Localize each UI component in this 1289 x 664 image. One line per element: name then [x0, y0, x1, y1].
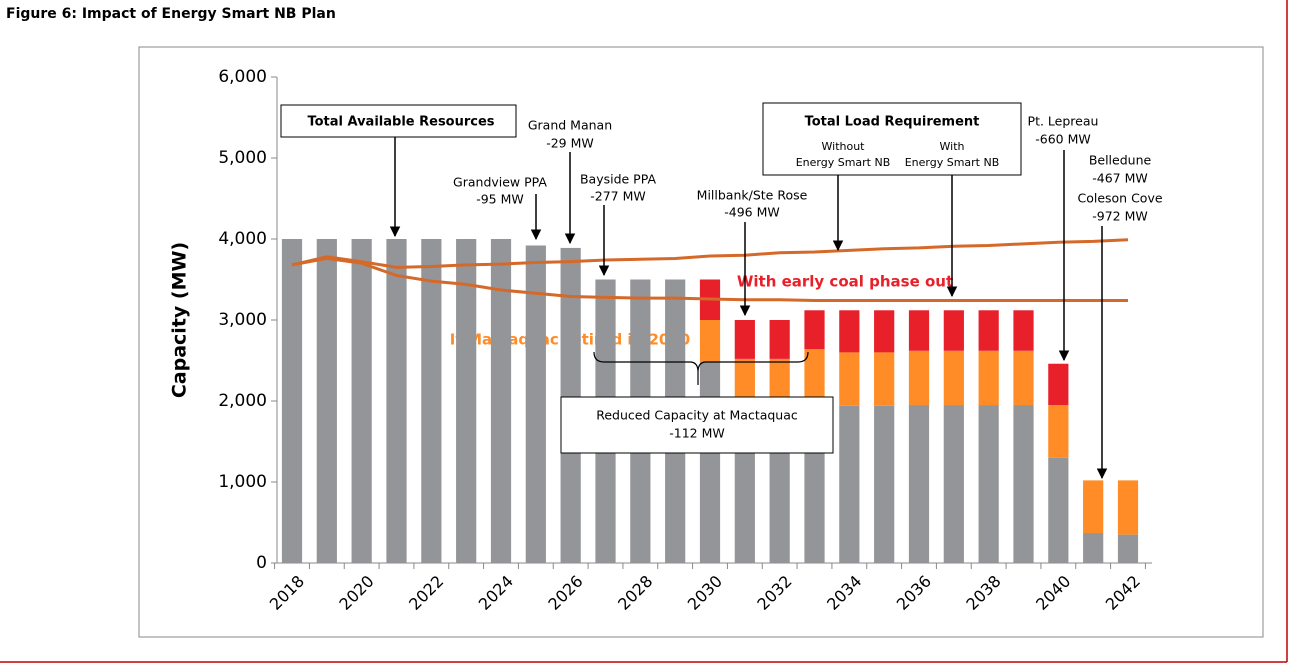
bar-segment: [769, 358, 790, 402]
y-tick-label: 3,000: [218, 310, 267, 330]
annotation: With early coal phase out: [737, 273, 953, 291]
bar-segment: [1083, 480, 1104, 534]
bar-segment: [1013, 310, 1034, 351]
y-axis-title: Capacity (MW): [169, 242, 191, 398]
bar-segment: [874, 310, 895, 353]
bar-segment: [734, 320, 755, 359]
annotation: Energy Smart NB: [905, 156, 1000, 169]
bar-segment: [874, 352, 895, 406]
bar-segment: [1013, 405, 1034, 563]
annotation: Pt. Lepreau: [1028, 114, 1099, 129]
annotation: -496 MW: [724, 205, 780, 220]
bar-segment: [490, 239, 512, 563]
bar-segment: [525, 245, 546, 564]
bar-segment: [281, 239, 303, 563]
annotation-box: [762, 102, 1022, 176]
bar-segment: [699, 320, 721, 363]
bar-segment: [908, 350, 930, 406]
bar-segment: [839, 310, 860, 353]
bar-segment: [1048, 363, 1069, 406]
bar-segment: [1117, 534, 1139, 563]
figure-title: Figure 6: Impact of Energy Smart NB Plan: [6, 6, 336, 22]
bar-segment: [386, 239, 407, 563]
bar-segment: [943, 350, 964, 406]
annotation: Bayside PPA: [580, 172, 656, 187]
annotations: With early coal phase out Total Availabl…: [280, 102, 1163, 480]
bar-segment: [1083, 533, 1104, 563]
y-tick-label: 2,000: [218, 391, 267, 411]
load-line: [291, 256, 1128, 303]
y-tick-label: 0: [256, 553, 267, 573]
annotation: Reduced Capacity at Mactaquac: [596, 408, 798, 423]
bar-segment: [908, 405, 930, 563]
bar-segment: [804, 349, 825, 402]
bar-segment: [978, 310, 999, 351]
bar-segment: [1048, 457, 1069, 563]
annotation: Energy Smart NB: [796, 156, 891, 169]
annotation: Total Load Requirement: [805, 115, 980, 130]
annotation: With: [940, 140, 965, 153]
annotation-box: [280, 104, 517, 138]
annotation: -467 MW: [1092, 171, 1148, 186]
y-tick-label: 5,000: [218, 148, 267, 168]
bar-segment: [943, 310, 964, 351]
bar-segment: [456, 239, 477, 563]
annotation: Without: [822, 140, 866, 153]
annotation: -112 MW: [669, 426, 725, 441]
annotation: Grandview PPA: [453, 175, 547, 190]
bar-segment: [1013, 350, 1034, 406]
annotation: Coleson Cove: [1077, 191, 1162, 206]
y-tick-label: 1,000: [218, 472, 267, 492]
bar-segment: [1048, 405, 1069, 458]
bar-segment: [978, 350, 999, 406]
bar-segment: [734, 358, 755, 402]
bar-segment: [978, 405, 999, 563]
bar-segment: [839, 405, 860, 563]
annotation: Total Available Resources: [307, 115, 494, 130]
bar-segment: [316, 239, 337, 563]
load-line: [291, 238, 1129, 269]
bar-segment: [839, 352, 860, 406]
bar-segment: [804, 310, 825, 350]
annotation: Millbank/Ste Rose: [697, 188, 808, 203]
annotation: -972 MW: [1092, 209, 1148, 224]
bar-segment: [874, 405, 895, 563]
lines: [291, 238, 1129, 303]
bar-segment: [1117, 480, 1139, 535]
annotation: -29 MW: [546, 136, 594, 151]
bar-segment: [769, 320, 790, 359]
annotation: -660 MW: [1035, 132, 1091, 147]
annotation: Belledune: [1089, 153, 1152, 168]
y-tick-label: 6,000: [218, 67, 267, 87]
annotation: -95 MW: [476, 192, 524, 207]
bar-segment: [699, 362, 721, 563]
bar-segment: [943, 405, 964, 563]
annotation: -277 MW: [590, 189, 646, 204]
annotation-box: [560, 396, 834, 454]
bar-segment: [351, 239, 372, 563]
bar-segment: [421, 239, 442, 563]
bar-segment: [908, 310, 930, 351]
annotation: Grand Manan: [528, 118, 612, 133]
y-tick-label: 4,000: [218, 229, 267, 249]
